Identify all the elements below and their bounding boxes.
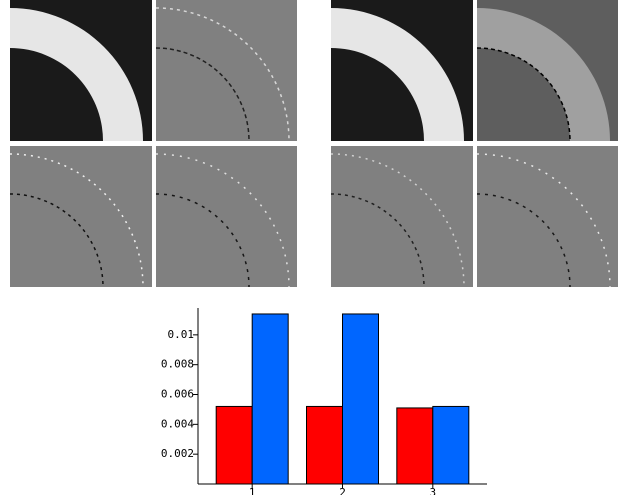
image-panel	[330, 146, 473, 288]
bar	[396, 407, 434, 485]
image-panel	[155, 0, 297, 142]
image-panel	[477, 0, 618, 141]
bar	[251, 313, 289, 485]
bar	[215, 405, 253, 485]
y-tick-label: 0.01	[168, 328, 195, 341]
bar-chart: 0.002 0.004 0.006 0.008 0.01 1 2 3	[161, 308, 487, 495]
image-panel	[10, 0, 152, 141]
x-tick-label: 1	[249, 486, 256, 495]
image-panel	[155, 146, 297, 288]
y-tick-label: 0.004	[161, 417, 194, 430]
image-panel	[331, 0, 473, 141]
y-tick-label: 0.006	[161, 388, 194, 401]
y-tick-label: 0.002	[161, 447, 194, 460]
bar	[432, 405, 470, 485]
image-panel	[9, 146, 152, 288]
bar	[342, 313, 379, 485]
x-tick-label: 2	[339, 486, 346, 495]
bar	[306, 405, 343, 485]
x-tick-label: 3	[430, 486, 437, 495]
y-tick-label: 0.008	[161, 358, 194, 371]
image-panel	[476, 146, 618, 288]
